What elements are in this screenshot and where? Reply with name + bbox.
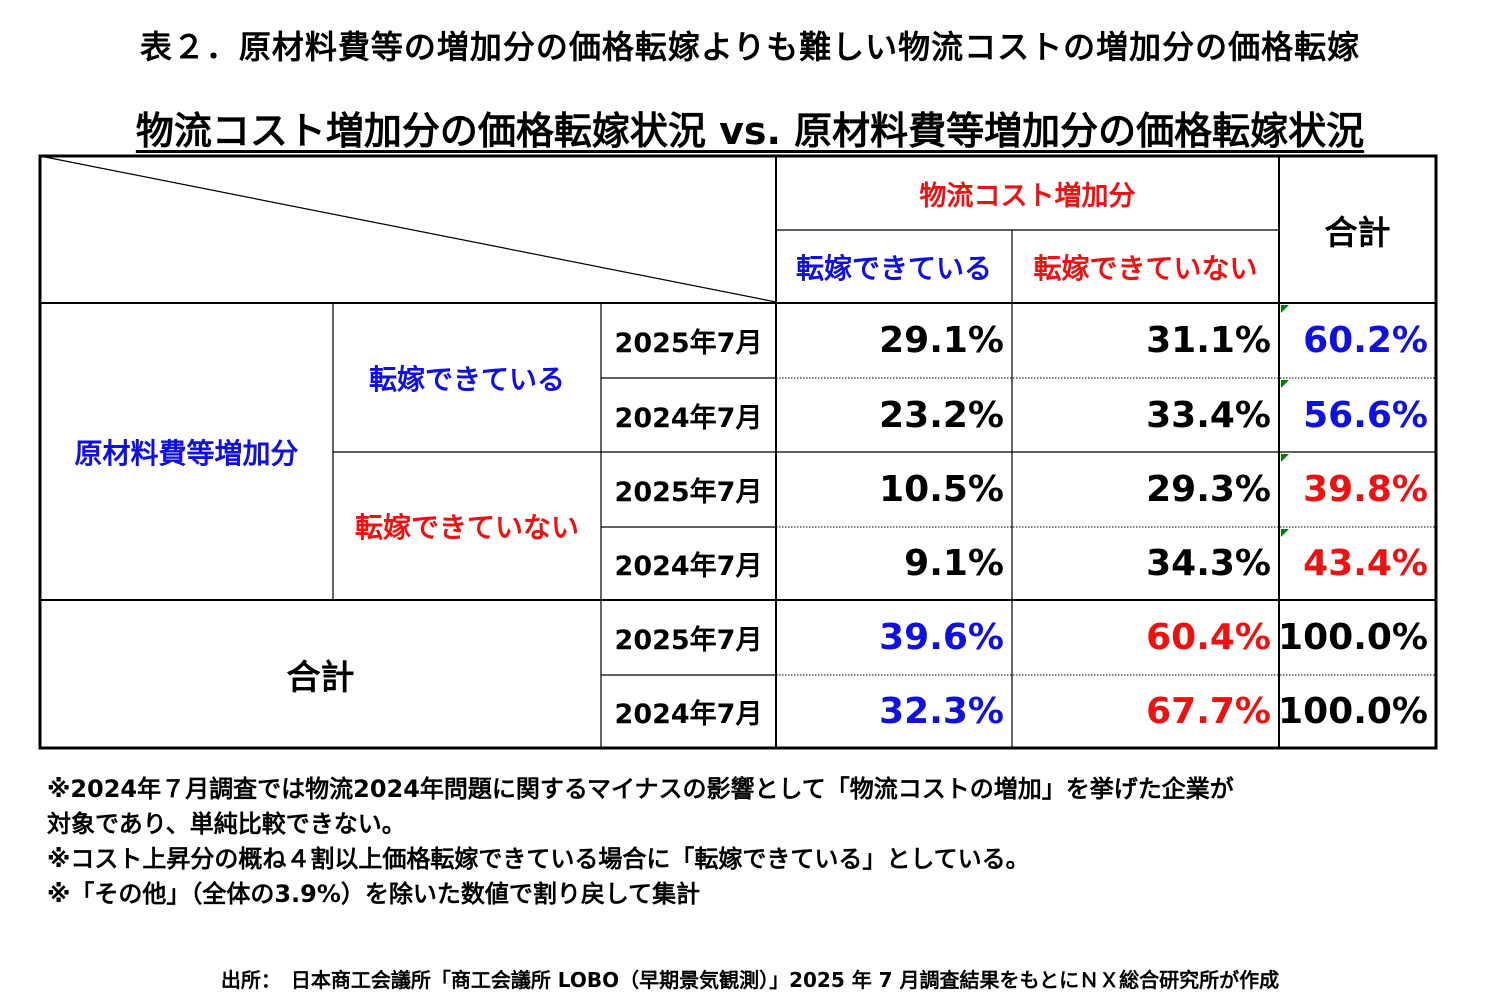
table-cell: 29.1% (879, 320, 1004, 361)
row-label-not-passed: 転嫁できていない (354, 511, 579, 544)
footnote-1: ※2024年７月調査では物流2024年問題に関するマイナスの影響として「物流コス… (47, 775, 1234, 803)
table-cell: 31.1% (1146, 320, 1271, 361)
table-cell: 33.4% (1146, 394, 1271, 436)
table-cell: 9.1% (904, 543, 1004, 584)
col-header-total: 合計 (1324, 212, 1391, 252)
source-note: 出所： 日本商工会議所「商工会議所 LOBO（早期景気観測）」2025 年 7 … (220, 968, 1280, 992)
page-title: 表２．原材料費等の増加分の価格転嫁よりも難しい物流コストの増加分の価格転嫁 (139, 28, 1361, 66)
table-cell: 23.2% (879, 394, 1004, 436)
table-cell: 100.0% (1278, 691, 1428, 732)
cell-marker (1281, 529, 1289, 537)
table-subtitle: 物流コスト増加分の価格転嫁状況 vs. 原材料費等増加分の価格転嫁状況 (0, 100, 1500, 155)
footnotes: ※2024年７月調査では物流2024年問題に関するマイナスの影響として「物流コス… (47, 772, 1477, 912)
table-cell: 39.6% (879, 617, 1004, 658)
table-cell: 29.3% (1146, 469, 1271, 510)
table-cell: 100.0% (1278, 617, 1428, 658)
row-period: 2025年7月 (614, 625, 763, 656)
table-cell: 60.2% (1303, 320, 1428, 361)
footnote-1-cont: 対象であり、単純比較できない。 (47, 810, 406, 838)
cell-marker (1281, 380, 1289, 388)
table-cell: 39.8% (1303, 469, 1428, 510)
footnote-2: ※コスト上昇分の概ね４割以上価格転嫁できている場合に「転嫁できている」としている… (47, 845, 1030, 873)
row-label-total: 合計 (286, 657, 355, 698)
cell-marker (1281, 305, 1289, 313)
table-cell: 60.4% (1146, 617, 1271, 658)
footnote-3: ※「その他」（全体の3.9%）を除いた数値で割り戻して集計 (47, 880, 701, 908)
table-cell: 43.4% (1303, 543, 1428, 584)
row-period: 2025年7月 (614, 477, 763, 508)
table-cell: 32.3% (879, 691, 1004, 732)
cell-marker (1281, 454, 1289, 462)
row-group-header: 原材料費等増加分 (74, 436, 299, 470)
table-cell: 10.5% (879, 469, 1004, 510)
col-header-not-passed: 転嫁できていない (1033, 251, 1258, 285)
row-period: 2025年7月 (614, 328, 763, 359)
table-cell: 67.7% (1146, 691, 1271, 732)
table-cell: 34.3% (1146, 543, 1271, 584)
table-subtitle-text: 物流コスト増加分の価格転嫁状況 vs. 原材料費等増加分の価格転嫁状況 (135, 109, 1365, 153)
row-period: 2024年7月 (614, 402, 763, 434)
row-label-passed: 転嫁できている (368, 362, 565, 396)
column-group-header: 物流コスト増加分 (919, 180, 1136, 212)
col-header-passed: 転嫁できている (795, 251, 992, 285)
table-cell: 56.6% (1303, 394, 1428, 436)
row-period: 2024年7月 (614, 699, 763, 730)
row-period: 2024年7月 (614, 551, 763, 582)
